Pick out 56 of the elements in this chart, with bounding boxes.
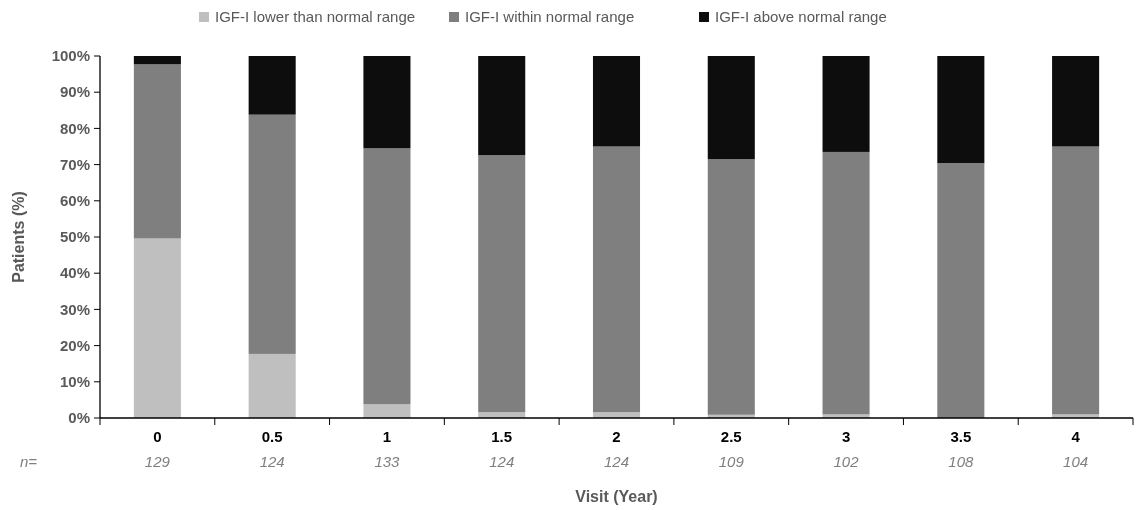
bar — [937, 56, 985, 164]
y-tick-label: 100% — [51, 47, 90, 65]
bar — [1052, 146, 1100, 415]
y-tick-label: 30% — [59, 300, 90, 318]
bar — [363, 148, 411, 405]
text: n= — [20, 453, 38, 470]
legend-label: IGF-I lower than normal range — [215, 8, 416, 26]
x-tick-label: 0.5 — [261, 428, 283, 445]
y-tick-label: 80% — [59, 119, 90, 137]
y-tick-label: 90% — [59, 83, 90, 101]
bar — [133, 64, 181, 239]
legend-label: IGF-I above normal range — [715, 8, 887, 26]
text: 133 — [374, 453, 401, 470]
x-tick-label: 4 — [1071, 428, 1081, 445]
bar — [822, 56, 870, 152]
bar — [363, 404, 411, 418]
bar — [592, 56, 641, 147]
y-tick-label: 60% — [59, 192, 90, 210]
bar — [822, 151, 870, 415]
y-tick-label: 10% — [59, 373, 90, 391]
bar — [1052, 56, 1100, 147]
y-tick-label: 20% — [59, 336, 90, 354]
x-tick-label: 0 — [153, 428, 162, 445]
legend-label: IGF-I within normal range — [465, 8, 635, 26]
y-tick-label: 40% — [59, 264, 90, 282]
text: 108 — [948, 453, 974, 470]
x-tick-label: 3 — [841, 428, 851, 445]
text: 102 — [833, 453, 860, 470]
y-tick-label: 50% — [59, 228, 90, 246]
bar — [937, 163, 985, 418]
bar — [707, 56, 755, 160]
text: 109 — [718, 453, 745, 470]
x-tick-label: 2.5 — [720, 428, 742, 445]
bar — [478, 56, 526, 156]
text: 124 — [603, 453, 630, 470]
bar — [248, 114, 296, 354]
y-axis-title: Patients (%) — [10, 191, 27, 283]
text: 124 — [489, 453, 515, 470]
bar — [363, 56, 411, 149]
bar — [133, 238, 181, 418]
x-tick-label: 3.5 — [950, 428, 972, 445]
text: 129 — [144, 453, 171, 470]
bar — [592, 146, 641, 413]
bar — [248, 56, 296, 115]
x-tick-label: 1.5 — [491, 428, 513, 445]
bar — [478, 155, 526, 413]
bar — [707, 159, 755, 415]
x-tick-label: 1 — [382, 428, 392, 445]
x-axis-title: Visit (Year) — [575, 488, 658, 505]
y-tick-label: 70% — [59, 155, 90, 173]
bar — [248, 353, 296, 418]
text: 104 — [1063, 453, 1089, 470]
text: 124 — [259, 453, 285, 470]
x-tick-label: 2 — [612, 428, 621, 445]
y-tick-label: 0% — [68, 409, 90, 427]
bar — [133, 56, 181, 65]
